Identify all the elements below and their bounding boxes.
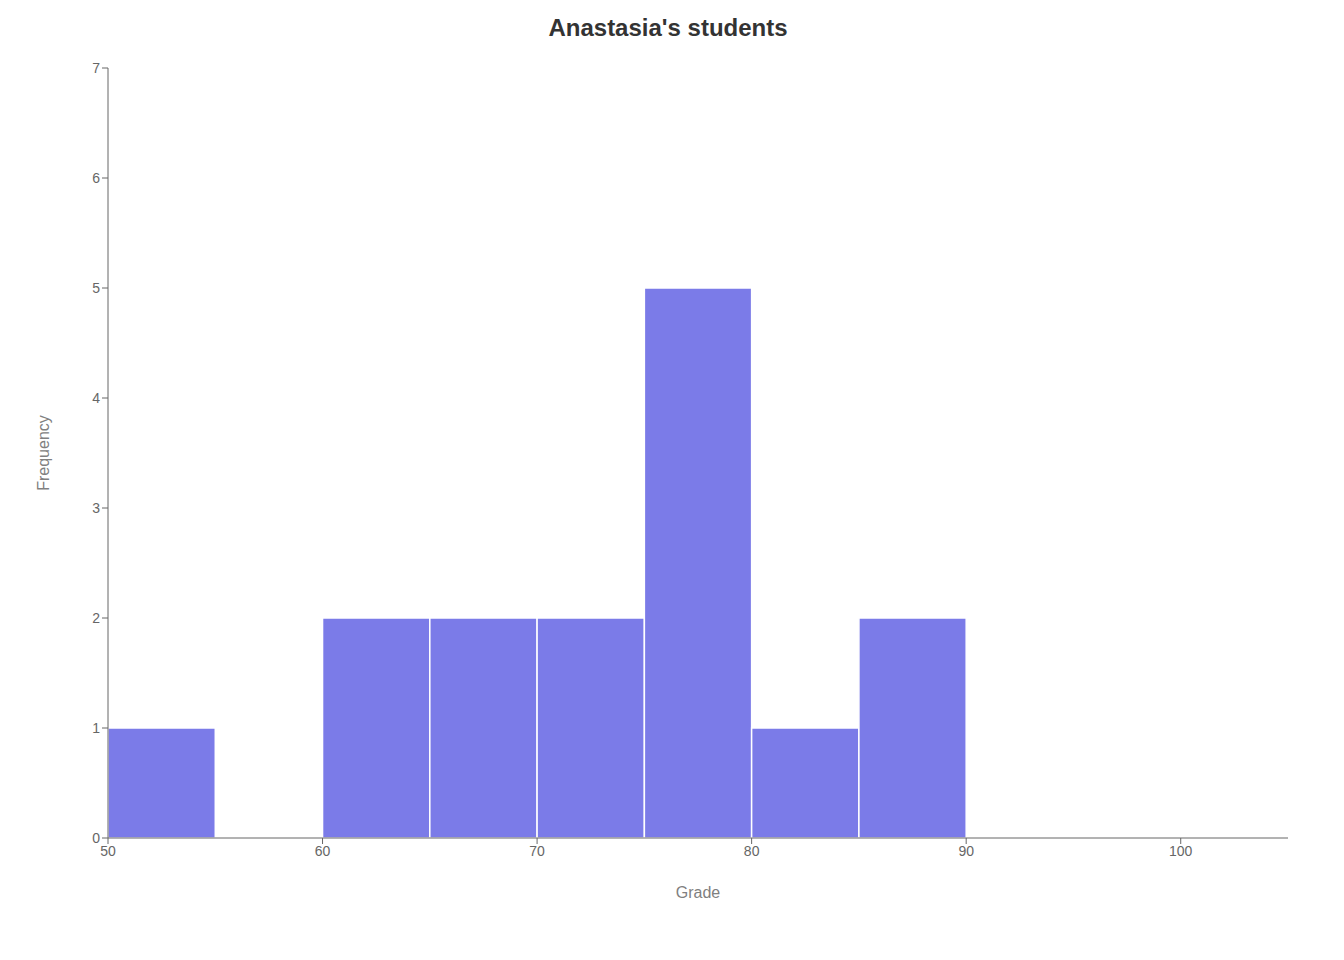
svg-text:Grade: Grade <box>676 884 721 901</box>
svg-text:100: 100 <box>1169 843 1193 859</box>
svg-text:5: 5 <box>92 280 100 296</box>
svg-text:Frequency: Frequency <box>35 415 52 491</box>
svg-text:50: 50 <box>100 843 116 859</box>
svg-text:60: 60 <box>315 843 331 859</box>
svg-text:7: 7 <box>92 60 100 76</box>
svg-text:70: 70 <box>529 843 545 859</box>
svg-text:80: 80 <box>744 843 760 859</box>
svg-text:4: 4 <box>92 390 100 406</box>
svg-text:90: 90 <box>958 843 974 859</box>
html-text:Anastasia's students: Anastasia's students <box>548 14 788 41</box>
svg-text:6: 6 <box>92 170 100 186</box>
svg-text:2: 2 <box>92 610 100 626</box>
svg-text:3: 3 <box>92 500 100 516</box>
svg-text:1: 1 <box>92 720 100 736</box>
svg-text:0: 0 <box>92 830 100 846</box>
